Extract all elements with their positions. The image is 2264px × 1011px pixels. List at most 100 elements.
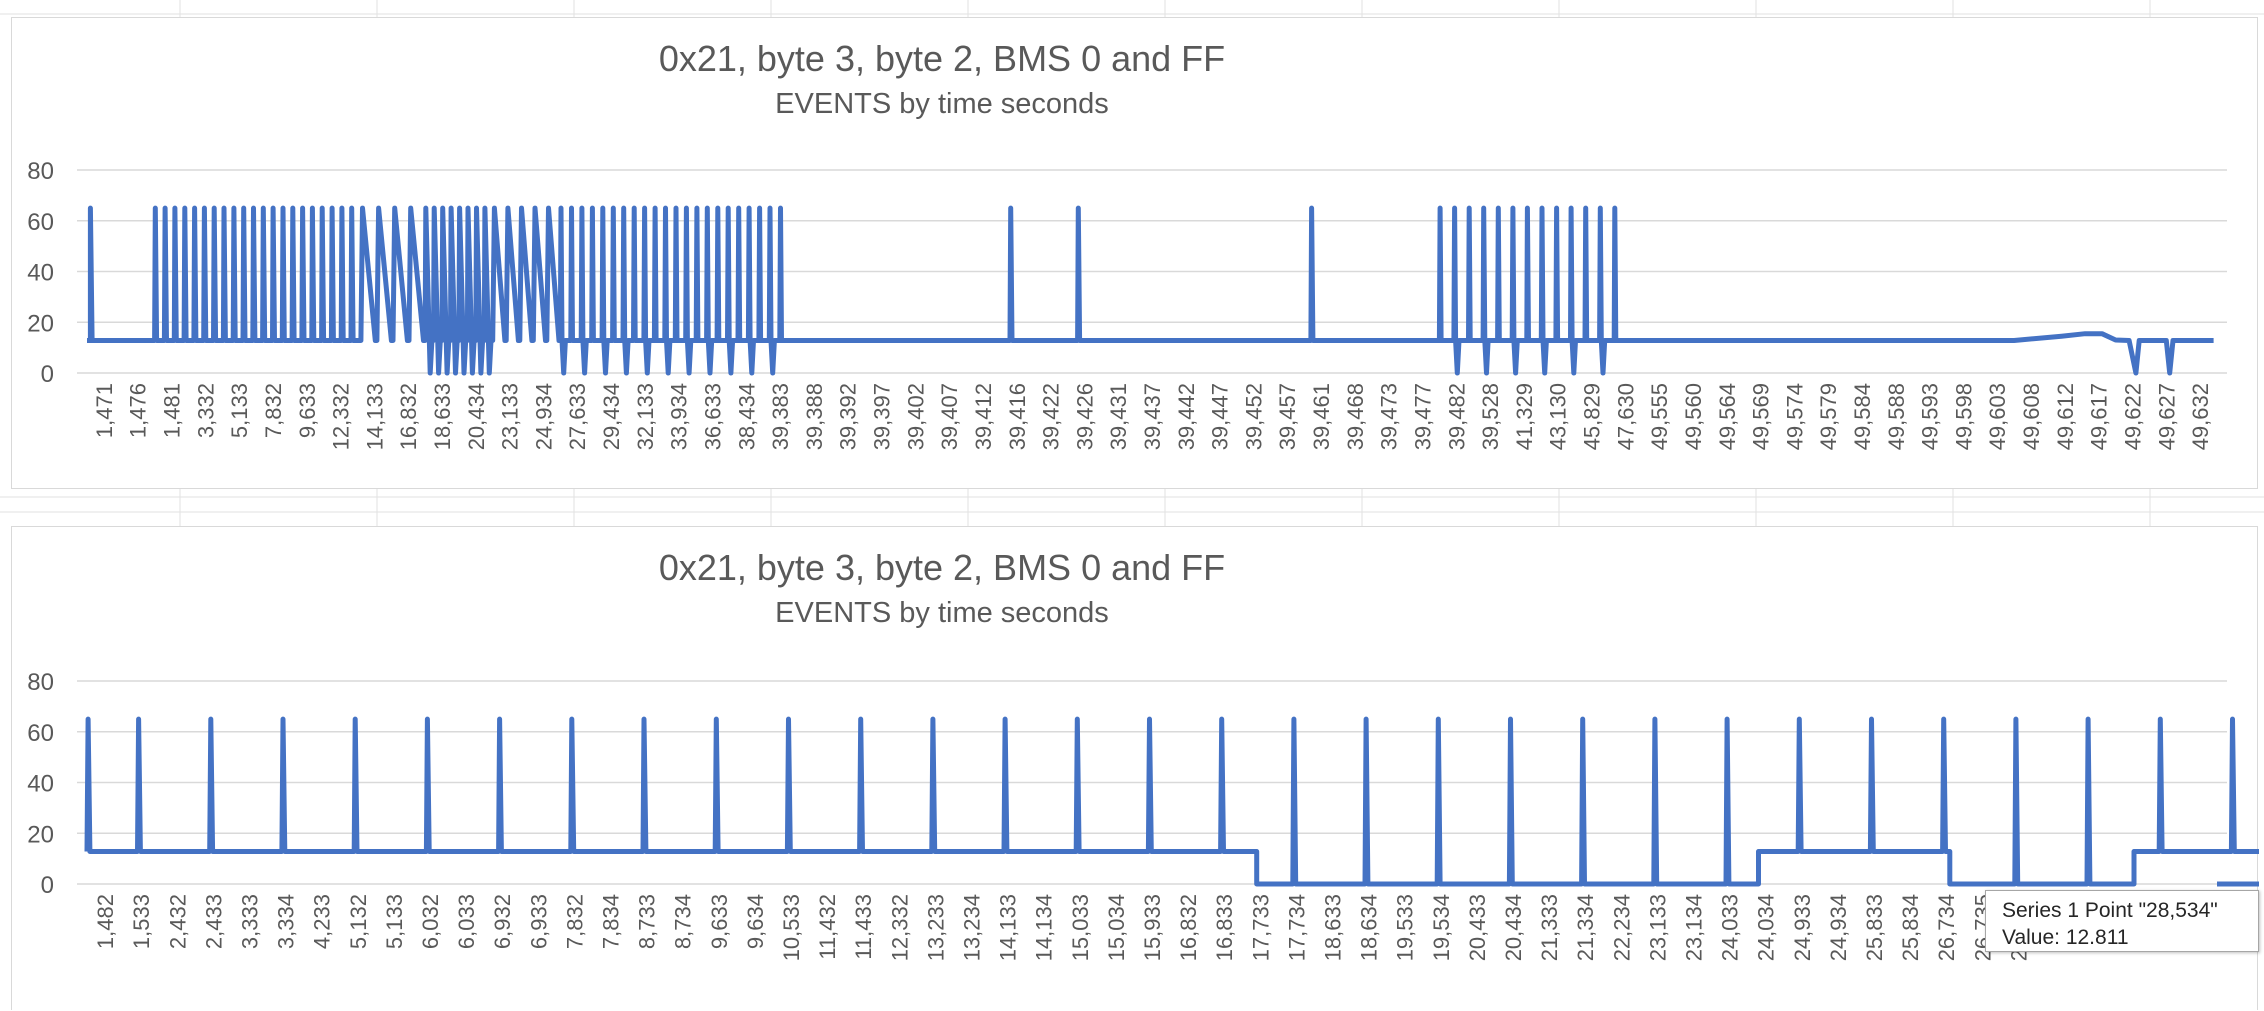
x-tick-label: 5,133 [382,894,407,949]
x-tick-label: 29,434 [599,383,624,450]
x-tick-label: 14,133 [362,383,387,450]
x-tick-label: 1,482 [93,894,118,949]
x-tick-label: 27,633 [565,383,590,450]
x-tick-label: 23,133 [498,383,523,450]
x-tick-label: 20,434 [464,383,489,450]
plot-area[interactable]: 0 20 40 60 80 1,471 1,476 1,481 3,332 5,133 7,832 9… [12,18,2259,490]
x-tick-label: 45,829 [1580,383,1605,450]
series-1-line[interactable] [84,716,2259,887]
x-tick-label: 49,603 [1985,383,2010,450]
y-tick-label: 0 [41,872,54,899]
x-tick-label: 16,832 [396,383,421,450]
x-tick-label: 22,234 [1609,894,1634,961]
x-tick-label: 26,734 [1934,894,1959,961]
chart-subtitle: EVENTS by time seconds [775,597,1109,629]
plot-area[interactable]: 0 20 40 60 80 1,482 1,533 2,432 2,433 3,333 3,334 4… [12,527,2259,1011]
x-tick-label: 2,432 [165,894,190,949]
x-tick-label: 24,934 [531,383,556,450]
chart-bottom[interactable]: 0x21, byte 3, byte 2, BMS 0 and FF EVENT… [11,526,2259,1011]
y-tick-label: 80 [27,158,54,185]
x-tick-label: 43,130 [1546,383,1571,450]
x-tick-label: 39,528 [1478,383,1503,450]
x-tick-label: 16,832 [1176,894,1201,961]
x-tick-label: 49,555 [1647,383,1672,450]
x-tick-label: 23,134 [1682,894,1707,961]
x-tick-label: 14,133 [996,894,1021,961]
x-tick-label: 21,334 [1573,894,1598,961]
x-tick-label: 19,533 [1393,894,1418,961]
chart-subtitle: EVENTS by time seconds [775,88,1109,120]
x-tick-label: 41,329 [1512,383,1537,450]
x-tick-label: 39,407 [937,383,962,450]
y-tick-label: 40 [27,771,54,798]
y-tick-label: 0 [41,361,54,388]
x-tick-label: 6,032 [418,894,443,949]
chart-top[interactable]: 0x21, byte 3, byte 2, BMS 0 and FF EVENT… [11,17,2258,489]
x-tick-label: 25,834 [1898,894,1923,961]
x-tick-label: 39,468 [1343,383,1368,450]
x-tick-label: 2,433 [201,894,226,949]
x-tick-label: 5,132 [346,894,371,949]
y-tick-label: 80 [27,669,54,696]
series-1-line[interactable] [87,205,2214,376]
x-tick-label: 6,933 [526,894,551,949]
x-tick-label: 38,434 [734,383,759,450]
x-tick-label: 10,533 [779,894,804,961]
x-tick-label: 18,633 [1321,894,1346,961]
x-tick-label: 15,034 [1104,894,1129,961]
x-tick-label: 8,734 [671,894,696,949]
x-tick-label: 39,452 [1241,383,1266,450]
tooltip-value: Value: 12.811 [2002,926,2129,949]
x-tick-label: 24,934 [1826,894,1851,961]
x-tick-label: 24,034 [1754,894,1779,961]
x-tick-label: 39,477 [1410,383,1435,450]
x-tick-label: 6,932 [490,894,515,949]
chart-title: 0x21, byte 3, byte 2, BMS 0 and FF [658,38,1226,79]
x-tick-label: 49,564 [1715,383,1740,450]
y-tick-label: 20 [27,821,54,848]
x-tick-label: 1,481 [160,383,185,438]
x-tick-label: 21,333 [1537,894,1562,961]
x-tick-label: 23,133 [1645,894,1670,961]
y-tick-label: 60 [27,209,54,236]
x-tick-label: 49,632 [2188,383,2213,450]
x-tick-label: 39,392 [836,383,861,450]
x-tick-label: 39,412 [971,383,996,450]
x-tick-label: 18,634 [1357,894,1382,961]
x-tick-label: 39,388 [802,383,827,450]
x-tick-label: 39,447 [1208,383,1233,450]
x-tick-label: 1,476 [126,383,151,438]
y-tick-label: 20 [27,310,54,337]
x-tick-label: 15,933 [1140,894,1165,961]
x-tick-label: 49,569 [1749,383,1774,450]
x-tick-label: 11,432 [815,894,840,960]
chart-title: 0x21, byte 3, byte 2, BMS 0 and FF [658,547,1226,588]
x-tick-label: 36,633 [700,383,725,450]
x-tick-label: 49,617 [2087,383,2112,450]
x-tick-label: 13,233 [923,894,948,961]
x-tick-label: 1,533 [129,894,154,949]
x-tick-label: 49,622 [2120,383,2145,450]
x-tick-label: 5,133 [227,383,252,438]
x-tick-label: 39,482 [1444,383,1469,450]
x-tick-label: 1,471 [92,383,117,438]
x-tick-label: 39,437 [1140,383,1165,450]
x-tick-label: 4,233 [310,894,335,949]
x-tick-label: 9,633 [295,383,320,438]
x-tick-label: 49,588 [1884,383,1909,450]
x-tick-label: 18,633 [430,383,455,450]
x-tick-label: 20,434 [1501,894,1526,961]
x-tick-label: 17,733 [1248,894,1273,961]
x-tick-label: 39,426 [1072,383,1097,450]
x-tick-label: 3,333 [237,894,262,949]
x-tick-label: 20,433 [1465,894,1490,961]
x-tick-label: 3,334 [274,894,299,949]
x-tick-label: 12,332 [329,383,354,450]
x-tick-label: 16,833 [1212,894,1237,961]
x-tick-label: 25,833 [1862,894,1887,961]
x-tick-label: 39,457 [1275,383,1300,450]
x-tick-label: 49,560 [1681,383,1706,450]
x-tick-label: 39,473 [1377,383,1402,450]
x-tick-label: 6,033 [454,894,479,949]
x-tick-label: 49,627 [2154,383,2179,450]
